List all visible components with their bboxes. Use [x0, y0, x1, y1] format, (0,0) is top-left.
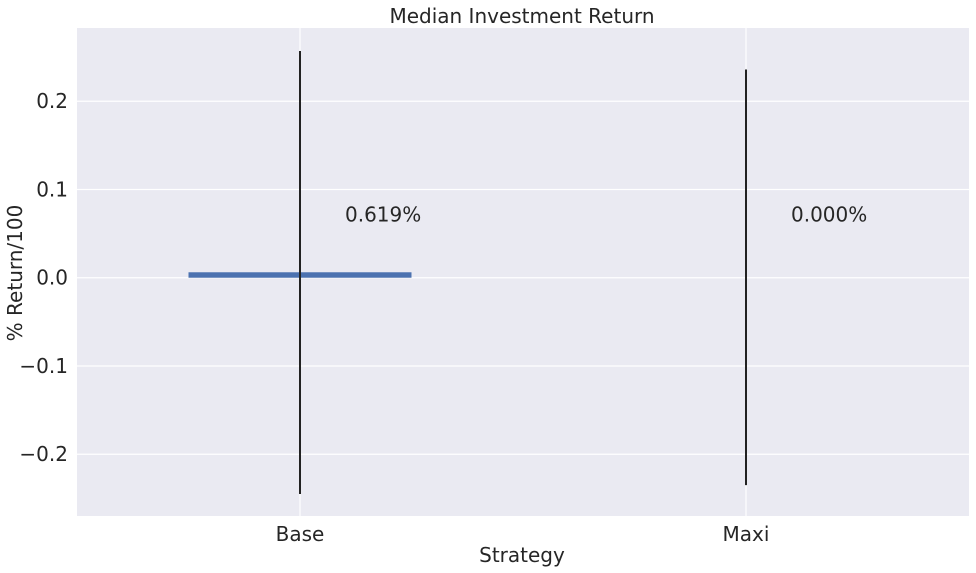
y-axis-label: % Return/100 [3, 205, 27, 342]
y-tick-label: 0.1 [36, 177, 68, 201]
data-label-base: 0.619% [345, 203, 421, 227]
y-tick-label: 0.2 [36, 89, 68, 113]
data-labels: 0.619% 0.000% [345, 203, 867, 227]
data-label-maxi: 0.000% [791, 203, 867, 227]
chart-title: Median Investment Return [389, 4, 654, 28]
error-bars [299, 50, 747, 494]
x-tick-label: Maxi [723, 522, 770, 546]
y-tick-label: −0.2 [19, 442, 68, 466]
x-tick-label: Base [276, 522, 325, 546]
x-axis-label: Strategy [479, 543, 565, 567]
y-tick-label: −0.1 [19, 354, 68, 378]
y-tick-label: 0.0 [36, 266, 68, 290]
x-tick-labels: Base Maxi [276, 522, 770, 546]
y-tick-labels: −0.2 −0.1 0.0 0.1 0.2 [19, 89, 68, 466]
plot-background [77, 28, 969, 516]
